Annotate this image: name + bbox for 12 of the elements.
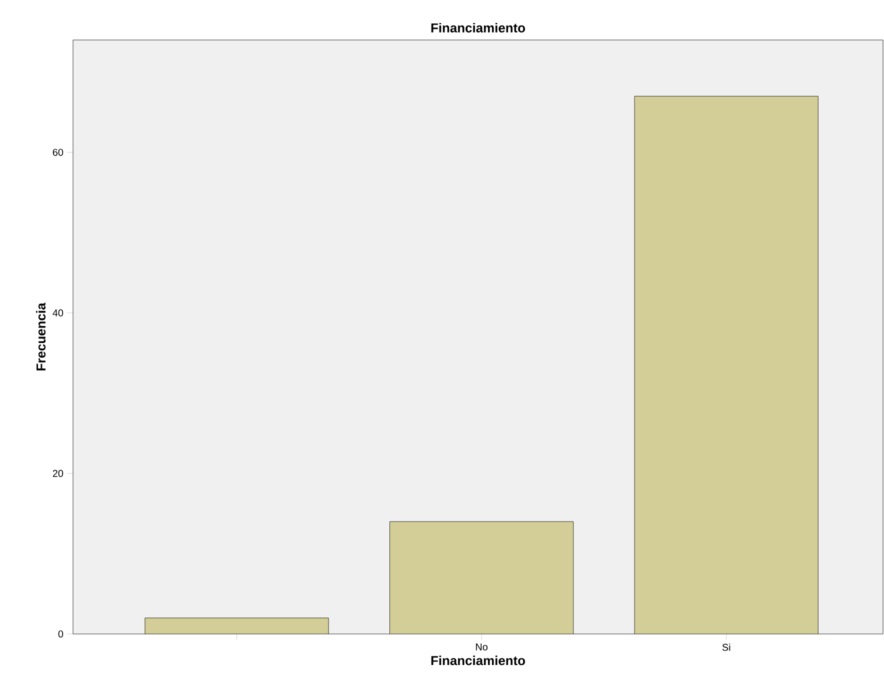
y-tick-label: 0 xyxy=(58,630,64,638)
chart-title: Financiamiento xyxy=(431,22,526,32)
x-axis-title: Financiamiento xyxy=(431,656,526,666)
bar xyxy=(634,96,818,634)
y-tick-label: 40 xyxy=(52,309,64,316)
y-axis-title: Frecuencia xyxy=(36,302,46,370)
y-tick-label: 20 xyxy=(52,470,64,477)
bar xyxy=(144,618,329,634)
x-tick-label: Si xyxy=(722,644,730,651)
y-tick-label: 60 xyxy=(52,148,64,156)
x-tick-label: No xyxy=(476,644,488,650)
bar xyxy=(390,521,574,634)
